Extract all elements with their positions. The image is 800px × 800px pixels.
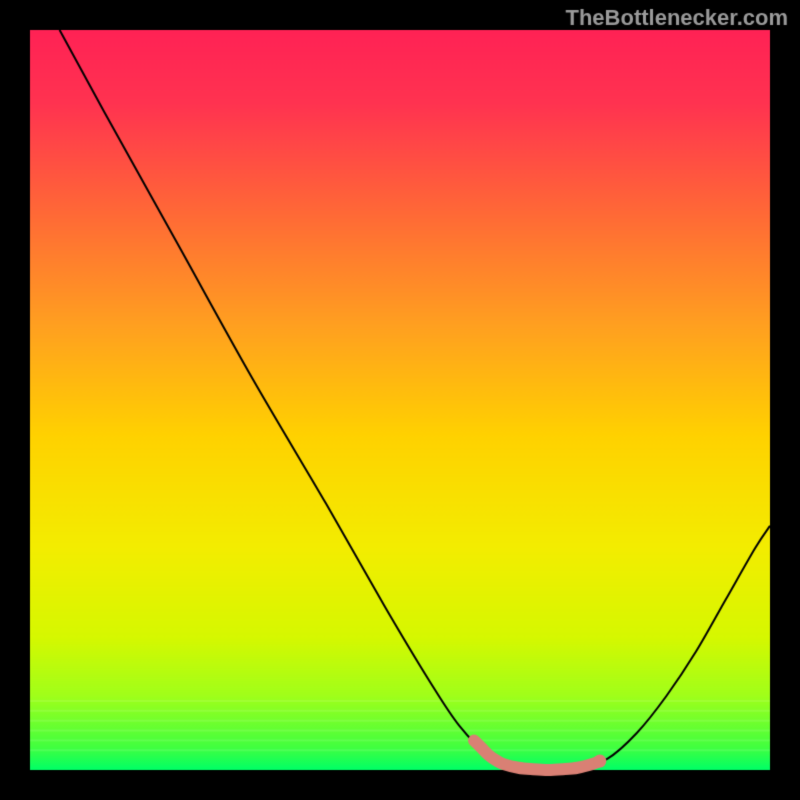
bottleneck-curve-chart xyxy=(0,0,800,800)
